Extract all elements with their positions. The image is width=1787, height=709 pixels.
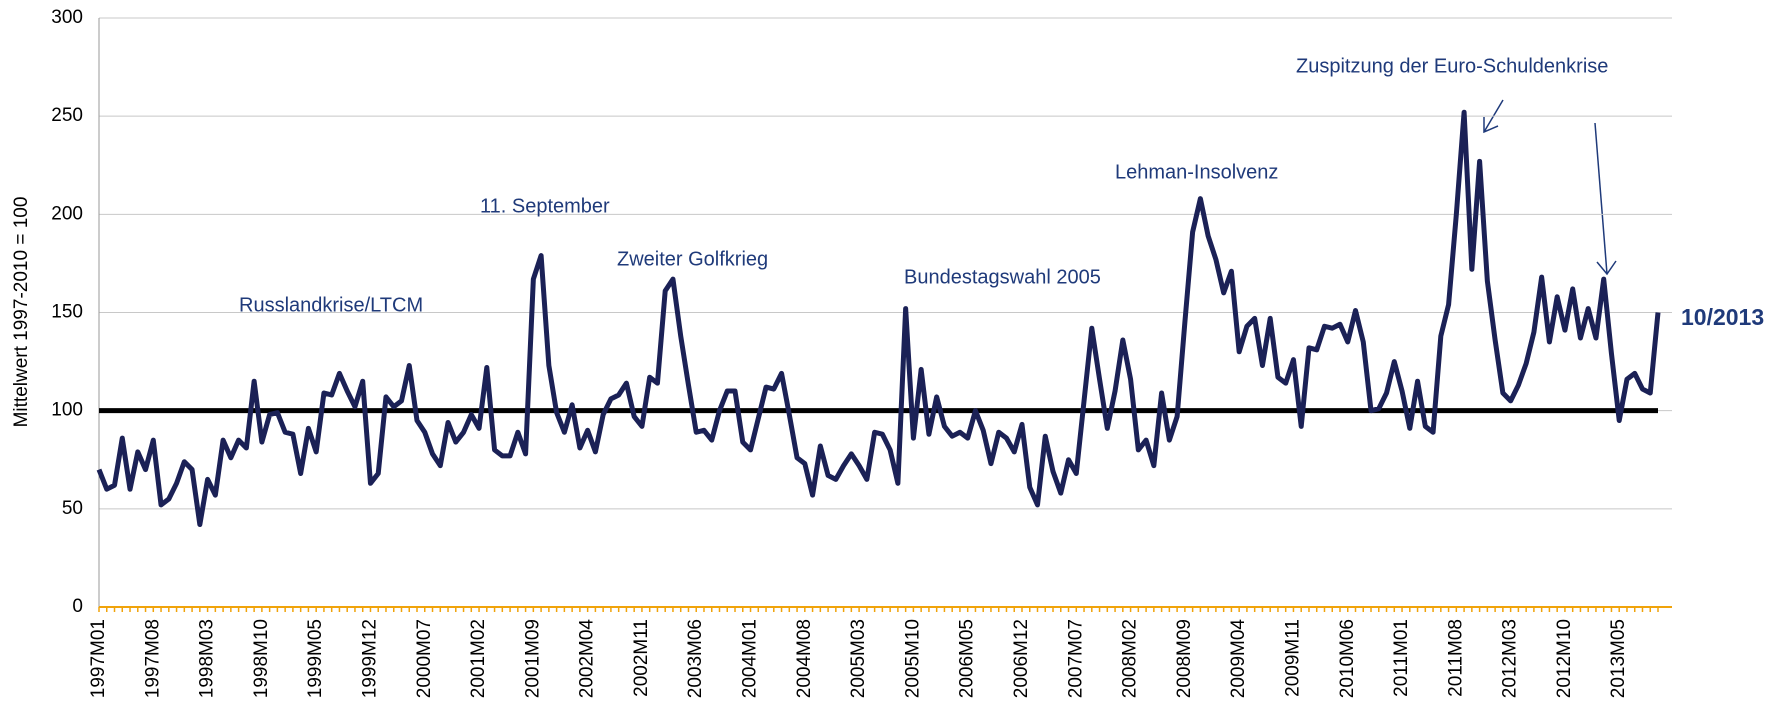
x-tick-label: 2009M04 [1228,619,1249,699]
x-tick-label: 2005M03 [848,619,869,698]
y-tick-label: 50 [62,498,83,519]
x-tick-label: 2006M05 [957,619,978,698]
arrow-head [1596,260,1617,276]
y-tick-label: 150 [51,302,83,323]
annotation: Zweiter Golfkrieg [617,248,768,270]
x-tick-label: 2001M09 [522,619,543,698]
x-tick-label: 2009M11 [1282,619,1303,697]
x-tick-label: 2010M06 [1337,619,1358,698]
x-tick-label: 2001M02 [468,619,489,698]
y-axis-label: Mittelwert 1997-2010 = 100 [11,197,32,428]
x-tick-label: 2003M06 [685,619,706,698]
x-tick-label: 1999M05 [305,619,326,698]
x-tick-label: 2012M10 [1554,619,1575,698]
x-tick-label: 2011M01 [1391,619,1412,697]
x-tick-label: 2000M07 [414,619,435,698]
annotation: 11. September [480,195,610,217]
y-tick-label: 0 [72,596,83,617]
y-tick-label: 300 [51,7,83,28]
annotation: Russlandkrise/LTCM [239,294,423,316]
x-tick-label: 1997M01 [88,619,109,698]
x-tick-label: 2002M11 [631,619,652,697]
y-tick-label: 200 [51,203,83,224]
x-tick-label: 2006M12 [1011,619,1032,698]
x-tick-label: 1998M10 [251,619,272,698]
annotation: 10/2013 [1681,304,1764,330]
x-tick-label: 1997M08 [142,619,163,698]
y-tick-label: 250 [51,105,83,126]
annotation: Bundestagswahl 2005 [904,266,1101,288]
data-line [96,109,1661,528]
x-tick-label: 2007M07 [1065,619,1086,698]
x-tick-label: 1998M03 [197,619,218,698]
annotation: Zuspitzung der Euro-Schuldenkrise [1296,55,1608,77]
x-tick-label: 2004M01 [740,619,761,698]
x-tick-label: 2013M05 [1608,619,1629,698]
y-tick-label: 100 [51,400,83,421]
arrow-head [1483,117,1499,134]
x-tick-label: 2008M02 [1120,619,1141,698]
x-tick-label: 2004M08 [794,619,815,698]
x-tick-label: 2002M04 [577,619,598,699]
x-tick-label: 2011M08 [1445,619,1466,697]
x-tick-label: 2008M09 [1174,619,1195,698]
arrow [1594,122,1608,275]
x-tick-label: 2012M03 [1500,619,1521,698]
x-tick-label: 2005M10 [902,619,923,698]
annotation: Lehman-Insolvenz [1115,161,1278,183]
x-tick-label: 1999M12 [359,619,380,698]
